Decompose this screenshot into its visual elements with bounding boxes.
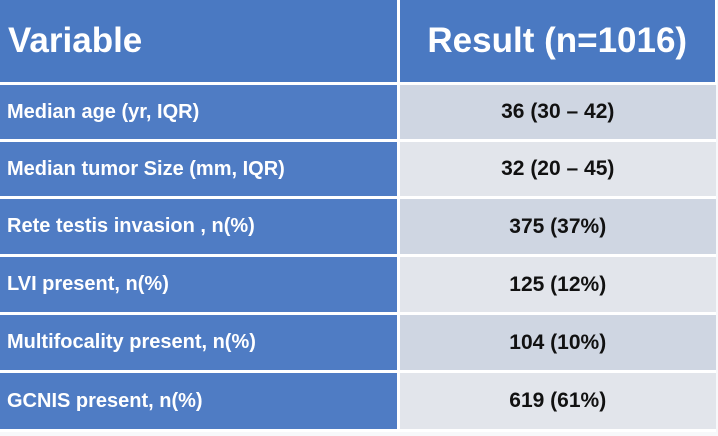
result-cell: 32 (20 – 45) (398, 140, 716, 199)
variable-cell: LVI present, n(%) (0, 255, 400, 315)
result-cell: 104 (10%) (398, 313, 716, 373)
variable-cell: Multifocality present, n(%) (0, 313, 400, 373)
result-cell: 36 (30 – 42) (398, 83, 716, 142)
variable-cell: Median tumor Size (mm, IQR) (0, 140, 400, 199)
variable-cell: GCNIS present, n(%) (0, 371, 400, 432)
table-row: LVI present, n(%) 125 (12%) (0, 255, 716, 315)
result-cell: 619 (61%) (398, 371, 716, 432)
variable-cell: Median age (yr, IQR) (0, 83, 400, 142)
variable-cell: Rete testis invasion , n(%) (0, 197, 400, 257)
table-row: GCNIS present, n(%) 619 (61%) (0, 371, 716, 432)
result-cell: 375 (37%) (398, 197, 716, 257)
result-cell: 125 (12%) (398, 255, 716, 315)
table-row: Multifocality present, n(%) 104 (10%) (0, 313, 716, 373)
table-row: Median tumor Size (mm, IQR) 32 (20 – 45) (0, 140, 716, 199)
header-variable: Variable (0, 0, 400, 85)
header-result: Result (n=1016) (398, 0, 717, 85)
table-row: Median age (yr, IQR) 36 (30 – 42) (0, 83, 716, 142)
table-row: Rete testis invasion , n(%) 375 (37%) (0, 197, 716, 257)
header-row: Variable Result (n=1016) (0, 0, 717, 85)
